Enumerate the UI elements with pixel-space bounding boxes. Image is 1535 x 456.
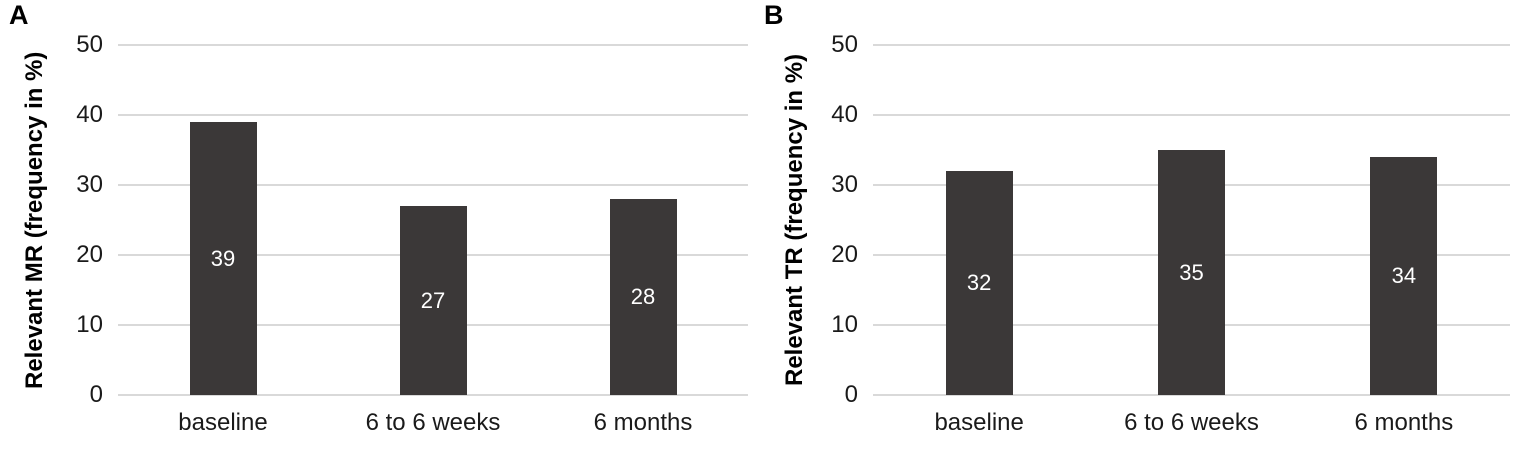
- bar: 35: [1158, 150, 1225, 395]
- category-label: 6 months: [593, 409, 693, 436]
- gridline: [118, 44, 748, 46]
- y-tick-label: 40: [76, 101, 103, 128]
- y-axis-title-a: Relevant MR (frequency in %): [21, 51, 48, 389]
- bar: 39: [189, 122, 257, 395]
- gridline: [118, 114, 748, 116]
- bar: 28: [609, 199, 677, 395]
- bar: 32: [945, 171, 1013, 395]
- y-tick-label: 50: [831, 31, 858, 58]
- gridline: [873, 394, 1510, 396]
- category-label: 6 months: [1354, 409, 1454, 436]
- gridline: [118, 184, 748, 186]
- bar-value-label: 39: [210, 245, 236, 271]
- y-axis-title-b: Relevant TR (frequency in %): [781, 53, 808, 387]
- gridline: [873, 44, 1510, 46]
- bar: 34: [1370, 157, 1438, 395]
- gridline: [118, 394, 748, 396]
- bar-value-label: 27: [420, 287, 446, 313]
- bar: 27: [399, 206, 467, 395]
- y-tick-label: 20: [76, 241, 103, 268]
- y-tick-label: 0: [89, 381, 103, 408]
- category-label: 6 to 6 weeks: [1124, 409, 1259, 436]
- y-tick-label: 30: [76, 171, 103, 198]
- bar-value-label: 28: [630, 284, 656, 309]
- category-label: baseline: [178, 409, 268, 436]
- y-tick-label: 30: [831, 171, 858, 198]
- gridline: [873, 114, 1510, 116]
- panel-letter-a: A: [9, 0, 30, 30]
- bar-value-label: 34: [1391, 263, 1417, 288]
- chart-panel-b: B Relevant TR (frequency in %) 0 10 20 30 40…: [760, 0, 1535, 456]
- category-label: 6 to 6 weeks: [365, 409, 501, 436]
- y-tick-label: 40: [831, 101, 858, 128]
- category-label: baseline: [934, 409, 1024, 436]
- panel-letter-b: B: [764, 0, 785, 30]
- y-tick-label: 0: [844, 381, 858, 408]
- y-tick-label: 10: [76, 311, 103, 338]
- bar-value-label: 32: [966, 270, 992, 295]
- chart-panel-a: A Relevant MR (frequency in %) 0 10 20 30 40…: [0, 0, 760, 456]
- y-tick-label: 10: [831, 311, 858, 338]
- y-tick-label: 50: [76, 31, 103, 58]
- bar-value-label: 35: [1179, 259, 1204, 285]
- y-tick-label: 20: [831, 241, 858, 268]
